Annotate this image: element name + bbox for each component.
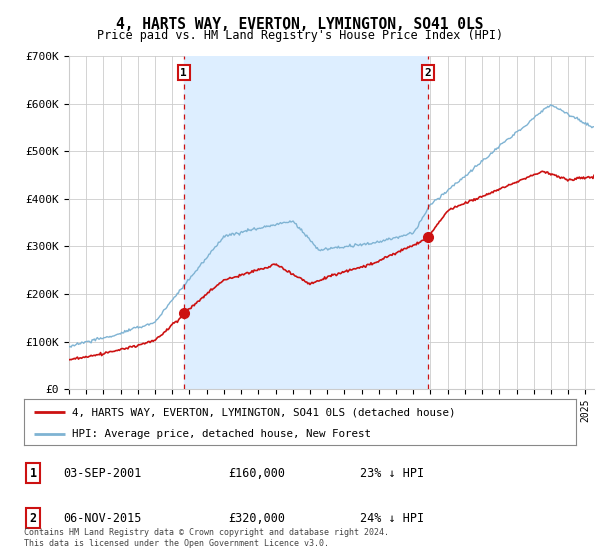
Text: 23% ↓ HPI: 23% ↓ HPI [360,466,424,480]
Text: HPI: Average price, detached house, New Forest: HPI: Average price, detached house, New … [72,429,371,438]
Text: 1: 1 [181,68,187,78]
Text: 4, HARTS WAY, EVERTON, LYMINGTON, SO41 0LS: 4, HARTS WAY, EVERTON, LYMINGTON, SO41 0… [116,17,484,32]
Text: 2: 2 [424,68,431,78]
Text: 06-NOV-2015: 06-NOV-2015 [63,511,142,525]
Text: 24% ↓ HPI: 24% ↓ HPI [360,511,424,525]
Text: £160,000: £160,000 [228,466,285,480]
Text: 2: 2 [29,511,37,525]
Text: 1: 1 [29,466,37,480]
Bar [184,56,428,389]
Text: 4, HARTS WAY, EVERTON, LYMINGTON, SO41 0LS (detached house): 4, HARTS WAY, EVERTON, LYMINGTON, SO41 0… [72,407,455,417]
Text: Contains HM Land Registry data © Crown copyright and database right 2024.
This d: Contains HM Land Registry data © Crown c… [24,528,389,548]
Text: Price paid vs. HM Land Registry's House Price Index (HPI): Price paid vs. HM Land Registry's House … [97,29,503,42]
Text: 03-SEP-2001: 03-SEP-2001 [63,466,142,480]
Text: £320,000: £320,000 [228,511,285,525]
